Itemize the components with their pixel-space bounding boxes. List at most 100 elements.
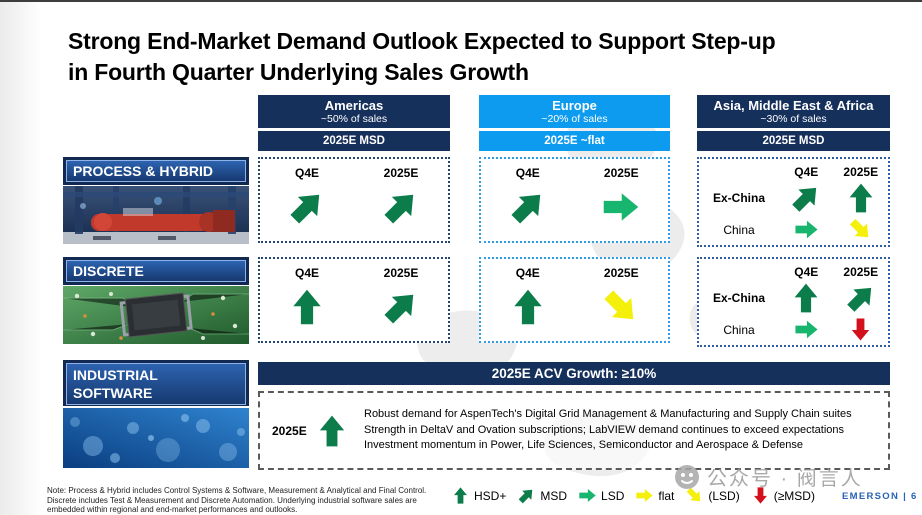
region-outlook-europe: 2025E ~flat — [479, 131, 670, 151]
trend-arrow — [481, 189, 575, 225]
trend-arrow — [834, 183, 889, 213]
outlook-cell-discrete-asia: Q4E 2025E Ex-China China — [697, 257, 890, 347]
outlook-cell-discrete-europe: Q4E 2025E — [479, 257, 670, 343]
region-header-americas: Americas ~50% of sales — [258, 95, 450, 128]
trend-arrow — [779, 318, 834, 341]
trend-arrow — [575, 189, 669, 225]
legend-item-msd-decline: (≥MSD) — [752, 487, 815, 504]
region-share: ~50% of sales — [320, 113, 388, 125]
row-label-ex-china: Ex-China — [712, 191, 765, 205]
trend-arrow — [260, 189, 354, 225]
trend-arrow — [354, 289, 448, 325]
legend-item-msd: MSD — [518, 487, 567, 504]
col-label-2025e: 2025E — [383, 266, 419, 280]
industrial-software-detail-box: 2025E Robust demand for AspenTech's Digi… — [258, 391, 890, 470]
trend-arrow — [779, 283, 834, 313]
lsd-arrow-icon — [579, 487, 596, 504]
segment-label-text: PROCESS & HYBRID — [66, 160, 246, 182]
trend-arrow — [779, 218, 834, 241]
flat-arrow-icon — [636, 487, 654, 504]
is-bullet: Strength in DeltaV and Ovation subscript… — [364, 423, 845, 436]
col-label-2025e: 2025E — [383, 166, 419, 180]
region-outlook-asia: 2025E MSD — [697, 131, 890, 151]
watermark: 公众号 · 阀言人 — [674, 462, 863, 491]
is-bullet: Investment momentum in Power, Life Scien… — [364, 439, 804, 452]
lsd-down-arrow-icon — [686, 487, 703, 504]
msd-arrow-icon — [518, 487, 535, 504]
acv-growth-banner: 2025E ACV Growth: ≥10% — [258, 362, 890, 385]
region-share: ~20% of sales — [541, 113, 608, 125]
legend-item-flat: flat — [636, 487, 674, 504]
outlook-cell-process-americas: Q4E 2025E — [258, 157, 450, 243]
row-label-ex-china: Ex-China — [712, 291, 765, 305]
slide-title-line2: in Fourth Quarter Underlying Sales Growt… — [68, 59, 529, 85]
region-header-europe: Europe ~20% of sales — [479, 95, 670, 128]
legend-label: LSD — [601, 488, 625, 503]
trend-arrow — [481, 289, 575, 325]
col-label-q4e: Q4E — [515, 266, 540, 280]
brand-name: EMERSON — [842, 491, 900, 502]
is-bullet: Robust demand for AspenTech's Digital Gr… — [364, 408, 852, 421]
brand-separator: | — [903, 491, 908, 502]
process-hybrid-photo — [63, 186, 249, 244]
legend-label: (LSD) — [708, 488, 740, 503]
legend-label: HSD+ — [474, 488, 507, 503]
wechat-icon — [675, 464, 699, 489]
region-share: ~30% of sales — [760, 113, 827, 125]
col-label-2025e: 2025E — [603, 166, 639, 180]
region-name: Americas — [324, 98, 384, 113]
legend-item-lsd: LSD — [579, 487, 624, 504]
segment-label-process-hybrid: PROCESS & HYBRID — [63, 157, 249, 185]
segment-label-discrete: DISCRETE — [63, 257, 249, 285]
segment-label-text: DISCRETE — [66, 260, 246, 282]
slide-top-border — [0, 0, 922, 2]
industrial-software-photo — [63, 408, 249, 468]
row-label-china: China — [723, 322, 755, 337]
slide-title: Strong End-Market Demand Outlook Expecte… — [68, 26, 913, 88]
legend: HSD+ MSD LSD flat (LSD) (≥MSD) — [452, 487, 815, 504]
slide-left-shadow — [0, 0, 42, 515]
trend-arrow — [834, 218, 889, 241]
hsd-arrow-icon — [452, 487, 469, 504]
page-number: 6 — [911, 491, 918, 502]
legend-label: MSD — [540, 488, 568, 503]
legend-item-hsd: HSD+ — [452, 487, 506, 504]
col-label-q4e: Q4E — [294, 266, 319, 280]
col-label-q4e: Q4E — [794, 164, 819, 179]
outlook-cell-process-asia: Q4E 2025E Ex-China China — [697, 157, 890, 247]
col-label-2025e: 2025E — [603, 266, 639, 280]
col-label-q4e: Q4E — [515, 166, 540, 180]
trend-arrow — [316, 415, 348, 447]
region-outlook-americas: 2025E MSD — [258, 131, 450, 151]
segment-label-industrial-software: INDUSTRIAL SOFTWARE — [63, 360, 249, 406]
watermark-text: 公众号 · 阀言人 — [707, 468, 863, 490]
discrete-photo — [63, 286, 249, 344]
footnote: Note: Process & Hybrid includes Control … — [47, 486, 427, 514]
region-name: Europe — [552, 98, 597, 113]
msd-down-arrow-icon — [752, 487, 769, 504]
is-period-label: 2025E — [272, 423, 307, 438]
legend-label: (≥MSD) — [773, 488, 815, 503]
trend-arrow — [575, 289, 669, 325]
is-bullet-list: Robust demand for AspenTech's Digital Gr… — [364, 407, 852, 454]
trend-arrow — [260, 289, 354, 325]
trend-arrow — [779, 183, 834, 213]
legend-label: flat — [658, 488, 675, 503]
outlook-cell-process-europe: Q4E 2025E — [479, 157, 670, 243]
brand-page-number: EMERSON | 6 — [842, 491, 918, 502]
segment-label-text: INDUSTRIAL SOFTWARE — [66, 363, 246, 405]
col-label-q4e: Q4E — [794, 264, 819, 279]
trend-arrow — [834, 318, 889, 341]
outlook-cell-discrete-americas: Q4E 2025E — [258, 257, 450, 343]
region-header-asia: Asia, Middle East & Africa ~30% of sales — [697, 95, 890, 128]
trend-arrow — [834, 283, 889, 313]
region-name: Asia, Middle East & Africa — [713, 98, 874, 113]
col-label-q4e: Q4E — [294, 166, 319, 180]
row-label-china: China — [723, 222, 755, 237]
legend-item-lsd-decline: (LSD) — [686, 487, 740, 504]
col-label-2025e: 2025E — [843, 164, 879, 179]
trend-arrow — [354, 189, 448, 225]
col-label-2025e: 2025E — [843, 264, 879, 279]
slide-title-line1: Strong End-Market Demand Outlook Expecte… — [68, 28, 776, 54]
